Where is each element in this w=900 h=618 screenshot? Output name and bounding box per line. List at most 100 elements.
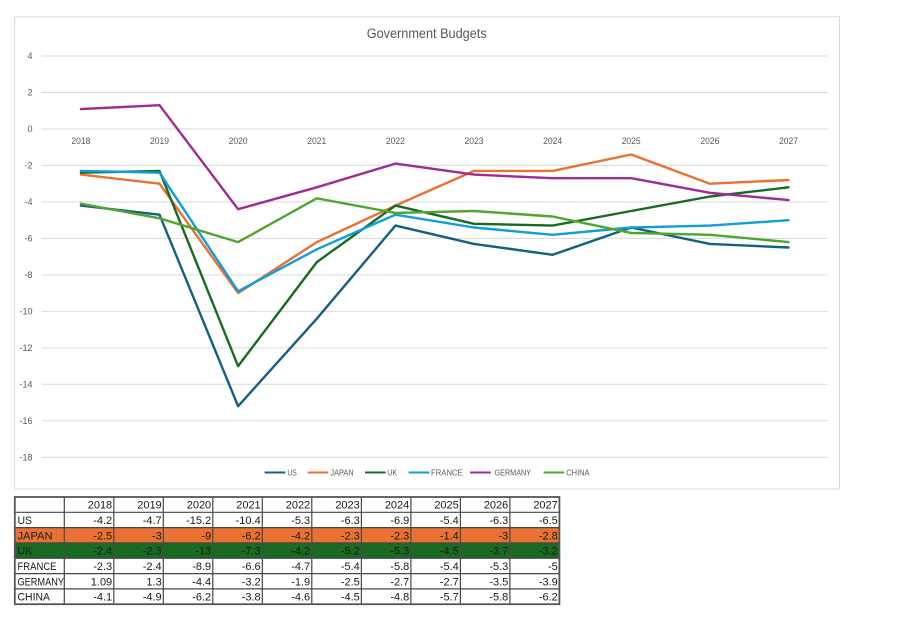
svg-text:-4: -4 xyxy=(24,197,32,207)
svg-text:GERMANY: GERMANY xyxy=(495,468,532,478)
svg-text:-7.3: -7.3 xyxy=(242,546,261,558)
svg-text:-16: -16 xyxy=(19,416,32,426)
svg-text:CHINA: CHINA xyxy=(566,468,589,478)
svg-text:-5.4: -5.4 xyxy=(440,515,459,527)
svg-text:-15.2: -15.2 xyxy=(186,515,211,527)
svg-text:-2.7: -2.7 xyxy=(440,576,459,588)
svg-text:-5.7: -5.7 xyxy=(440,592,459,604)
svg-text:-5.8: -5.8 xyxy=(489,592,508,604)
svg-text:2020: 2020 xyxy=(187,500,211,512)
svg-text:FRANCE: FRANCE xyxy=(18,561,57,573)
svg-text:-14: -14 xyxy=(19,380,32,390)
svg-text:-2.5: -2.5 xyxy=(93,530,112,542)
svg-text:-3.9: -3.9 xyxy=(539,576,558,588)
svg-text:US: US xyxy=(287,468,297,478)
svg-text:-2.7: -2.7 xyxy=(390,576,409,588)
svg-text:-3: -3 xyxy=(152,530,162,542)
svg-text:-6: -6 xyxy=(24,234,32,244)
svg-text:-1.4: -1.4 xyxy=(440,530,459,542)
svg-text:-8: -8 xyxy=(24,270,32,280)
svg-text:-4.7: -4.7 xyxy=(143,515,162,527)
svg-text:-3.2: -3.2 xyxy=(539,546,558,558)
svg-text:US: US xyxy=(18,515,33,527)
svg-text:FRANCE: FRANCE xyxy=(431,468,463,478)
svg-text:1.3: 1.3 xyxy=(146,576,161,588)
svg-text:2027: 2027 xyxy=(533,500,557,512)
svg-text:-5: -5 xyxy=(548,561,558,573)
svg-text:2025: 2025 xyxy=(622,136,641,146)
svg-text:-4.5: -4.5 xyxy=(440,546,459,558)
svg-text:-2.3: -2.3 xyxy=(93,561,112,573)
svg-text:2024: 2024 xyxy=(543,136,562,146)
svg-text:4: 4 xyxy=(27,51,32,61)
svg-text:2022: 2022 xyxy=(286,500,310,512)
svg-text:-2.3: -2.3 xyxy=(341,530,360,542)
svg-text:CHINA: CHINA xyxy=(18,592,51,604)
svg-text:JAPAN: JAPAN xyxy=(330,468,353,478)
svg-text:-6.2: -6.2 xyxy=(242,530,261,542)
svg-text:2019: 2019 xyxy=(137,500,161,512)
svg-text:2018: 2018 xyxy=(88,500,112,512)
svg-text:-5.4: -5.4 xyxy=(341,561,360,573)
svg-text:-3.8: -3.8 xyxy=(242,592,261,604)
svg-text:-5.2: -5.2 xyxy=(341,546,360,558)
svg-text:-2.3: -2.3 xyxy=(143,546,162,558)
svg-text:-3.5: -3.5 xyxy=(489,576,508,588)
svg-text:2018: 2018 xyxy=(71,136,90,146)
svg-text:-2.4: -2.4 xyxy=(143,561,162,573)
svg-text:-10.4: -10.4 xyxy=(236,515,261,527)
svg-text:-4.7: -4.7 xyxy=(291,561,310,573)
svg-text:-2.5: -2.5 xyxy=(341,576,360,588)
svg-text:-6.3: -6.3 xyxy=(489,515,508,527)
svg-text:-5.4: -5.4 xyxy=(440,561,459,573)
svg-text:-4.8: -4.8 xyxy=(390,592,409,604)
svg-text:-2.3: -2.3 xyxy=(390,530,409,542)
svg-text:2023: 2023 xyxy=(335,500,359,512)
svg-text:2023: 2023 xyxy=(465,136,484,146)
svg-text:2022: 2022 xyxy=(386,136,405,146)
svg-text:-12: -12 xyxy=(19,343,32,353)
svg-text:Government Budgets: Government Budgets xyxy=(367,26,487,41)
svg-text:-4.5: -4.5 xyxy=(341,592,360,604)
svg-text:-4.9: -4.9 xyxy=(143,592,162,604)
svg-text:-6.9: -6.9 xyxy=(390,515,409,527)
svg-text:2021: 2021 xyxy=(307,136,326,146)
svg-text:2019: 2019 xyxy=(150,136,169,146)
svg-text:UK: UK xyxy=(18,546,34,558)
svg-text:2025: 2025 xyxy=(434,500,458,512)
svg-text:0: 0 xyxy=(27,124,32,134)
svg-text:-5.8: -5.8 xyxy=(390,561,409,573)
svg-text:-6.3: -6.3 xyxy=(341,515,360,527)
svg-text:2026: 2026 xyxy=(700,136,719,146)
svg-text:-4.4: -4.4 xyxy=(192,576,211,588)
svg-text:2024: 2024 xyxy=(385,500,409,512)
svg-text:UK: UK xyxy=(387,468,397,478)
svg-text:-6.5: -6.5 xyxy=(539,515,558,527)
svg-text:-4.2: -4.2 xyxy=(93,515,112,527)
svg-text:-5.3: -5.3 xyxy=(390,546,409,558)
svg-text:-18: -18 xyxy=(19,453,32,463)
svg-text:-4.6: -4.6 xyxy=(291,592,310,604)
svg-text:GERMANY: GERMANY xyxy=(18,576,65,588)
svg-text:-9: -9 xyxy=(201,530,211,542)
svg-text:-1.9: -1.9 xyxy=(291,576,310,588)
svg-text:-2.8: -2.8 xyxy=(539,530,558,542)
svg-text:-4.1: -4.1 xyxy=(93,592,112,604)
svg-text:-6.2: -6.2 xyxy=(192,592,211,604)
svg-text:-5.3: -5.3 xyxy=(489,561,508,573)
svg-text:-3.7: -3.7 xyxy=(489,546,508,558)
svg-text:-8.9: -8.9 xyxy=(192,561,211,573)
svg-text:-10: -10 xyxy=(19,307,32,317)
svg-text:-3: -3 xyxy=(499,530,509,542)
svg-text:-3.2: -3.2 xyxy=(242,576,261,588)
svg-text:-2.4: -2.4 xyxy=(93,546,112,558)
svg-text:-4.2: -4.2 xyxy=(291,546,310,558)
svg-text:-13: -13 xyxy=(195,546,211,558)
svg-text:2020: 2020 xyxy=(229,136,248,146)
svg-text:-4.2: -4.2 xyxy=(291,530,310,542)
svg-text:-2: -2 xyxy=(24,161,32,171)
svg-text:1.09: 1.09 xyxy=(91,576,112,588)
svg-text:JAPAN: JAPAN xyxy=(18,530,53,542)
svg-text:-6.2: -6.2 xyxy=(539,592,558,604)
svg-text:2026: 2026 xyxy=(484,500,508,512)
